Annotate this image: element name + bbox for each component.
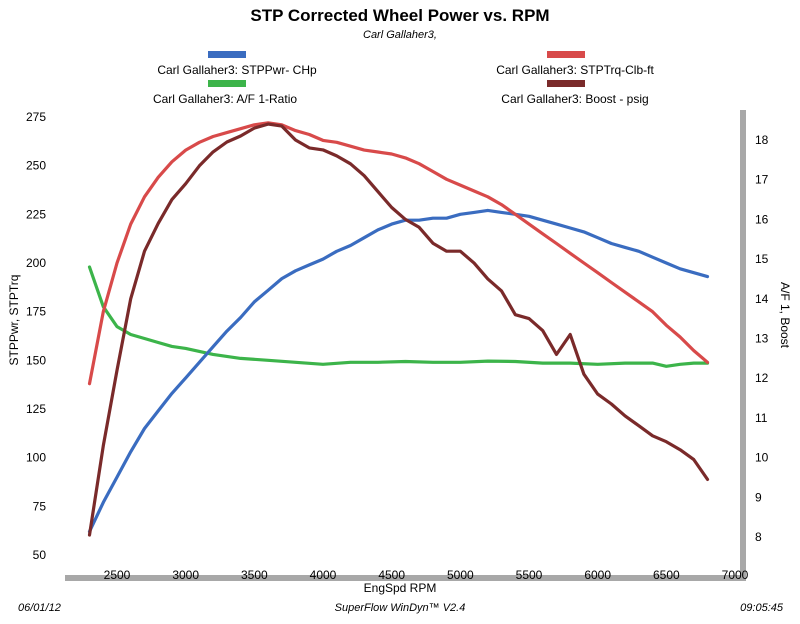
y-tick-label-left: 100: [26, 451, 46, 465]
x-tick-label: 5000: [447, 568, 474, 582]
x-tick-label: 2500: [104, 568, 131, 582]
y-tick-label-left: 275: [26, 110, 46, 124]
y-tick-label-right: 14: [755, 292, 769, 306]
x-tick-label: 4000: [310, 568, 337, 582]
y-tick-label-right: 16: [755, 212, 769, 226]
x-tick-label: 6500: [653, 568, 680, 582]
legend-label-boost: Carl Gallaher3: Boost - psig: [501, 92, 649, 106]
y-tick-label-right: 13: [755, 332, 769, 346]
x-tick-label: 3500: [241, 568, 268, 582]
legend-label-torque: Carl Gallaher3: STPTrq-Clb-ft: [496, 63, 654, 77]
x-tick-label: 5500: [516, 568, 543, 582]
y-tick-label-left: 175: [26, 305, 46, 319]
torque-curve: [87, 121, 710, 386]
x-tick-label: 6000: [584, 568, 611, 582]
y-tick-label-right: 9: [755, 490, 762, 504]
y-tick-label-left: 50: [33, 548, 47, 562]
y-tick-label-left: 125: [26, 402, 46, 416]
y-tick-label-left: 225: [26, 207, 46, 221]
footer-time: 09:05:45: [740, 602, 783, 614]
y-tick-label-right: 17: [755, 173, 769, 187]
y-tick-label-right: 15: [755, 252, 769, 266]
legend-swatch-boost: [547, 80, 585, 87]
legend-label-afr: Carl Gallaher3: A/F 1-Ratio: [152, 92, 298, 106]
footer-software: SuperFlow WinDyn™ V2.4: [334, 602, 466, 614]
afr-curve: [87, 265, 710, 368]
plot-area: [65, 118, 740, 575]
power-curve: [87, 208, 710, 534]
bottom-frame-band: [65, 575, 746, 581]
y-axis-label-left: STPPwr, STPTrq: [7, 275, 21, 366]
y-tick-label-left: 75: [33, 499, 47, 513]
x-tick-label: 7000: [722, 568, 749, 582]
dyno-chart: 275 250 225 200 175 150 125 100 75 50 18 17 16 15 14 1…: [7, 110, 792, 595]
x-axis-label: EngSpd RPM: [364, 581, 437, 595]
right-frame-band: [740, 110, 746, 575]
legend-swatch-torque: [547, 51, 585, 58]
y-tick-label-right: 18: [755, 133, 769, 147]
footer-date: 06/01/12: [18, 602, 61, 614]
legend-label-power: Carl Gallaher3: STPPwr- CHp: [157, 63, 317, 77]
y-tick-label-right: 8: [755, 530, 762, 544]
chart-title: STP Corrected Wheel Power vs. RPM: [250, 6, 550, 25]
x-tick-label: 4500: [378, 568, 405, 582]
legend-swatch-afr: [208, 80, 246, 87]
y-tick-label-right: 12: [755, 371, 769, 385]
y-tick-label-left: 150: [26, 353, 46, 367]
legend-swatch-power: [208, 51, 246, 58]
chart-subtitle: Carl Gallaher3,: [363, 29, 437, 41]
y-tick-label-left: 200: [26, 256, 46, 270]
boost-curve: [87, 122, 710, 537]
x-tick-label: 3000: [172, 568, 199, 582]
y-tick-label-left: 250: [26, 159, 46, 173]
y-tick-label-right: 11: [755, 411, 768, 425]
y-axis-label-right: A/F 1, Boost: [778, 282, 792, 349]
y-tick-label-right: 10: [755, 451, 769, 465]
